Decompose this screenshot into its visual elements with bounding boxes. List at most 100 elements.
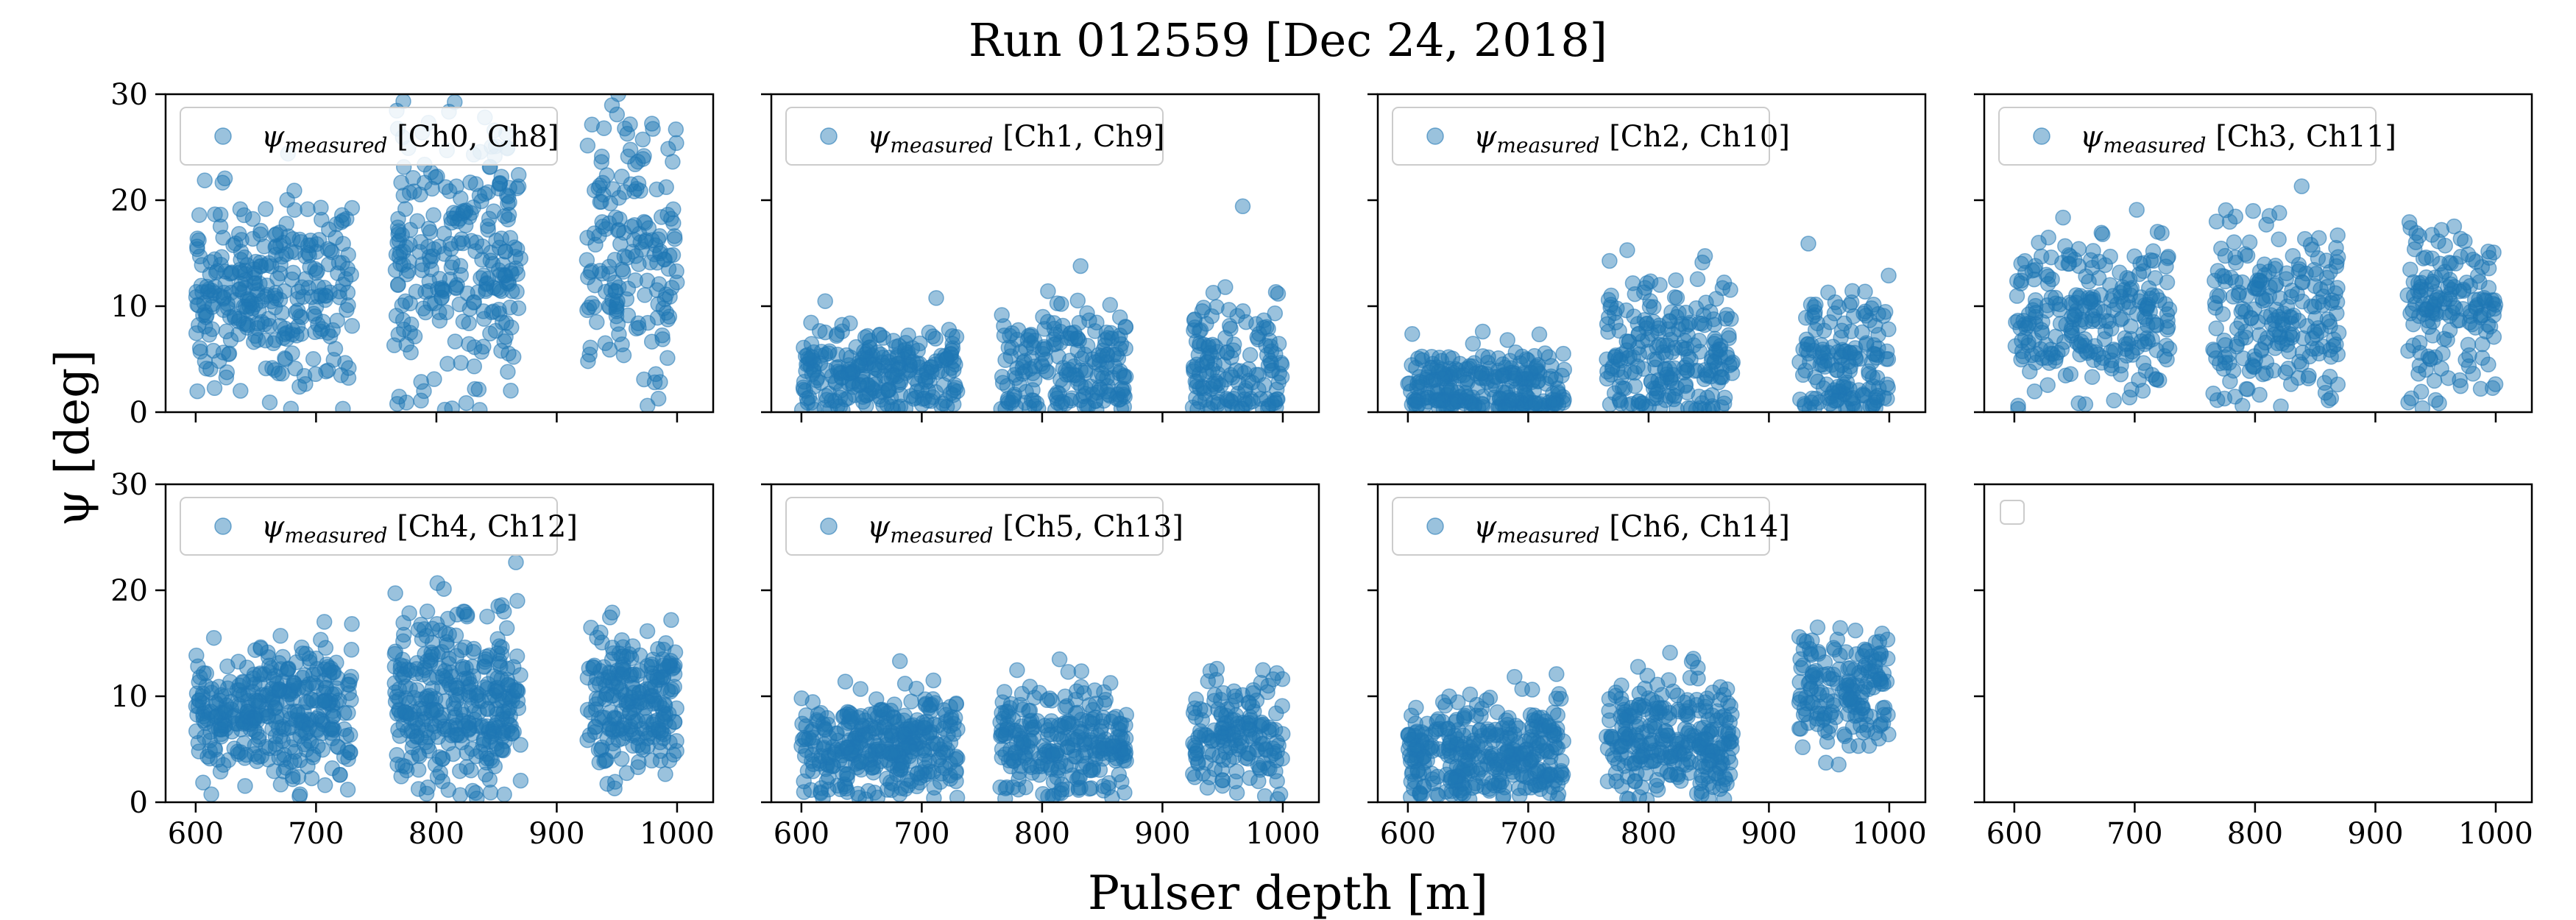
data-point xyxy=(2048,328,2064,345)
data-point xyxy=(649,255,665,271)
data-point xyxy=(2139,330,2155,347)
legend-marker xyxy=(214,127,232,145)
data-point xyxy=(413,374,429,390)
data-point xyxy=(289,707,306,723)
data-point xyxy=(2039,350,2056,367)
data-point xyxy=(2091,253,2107,270)
data-point xyxy=(1105,347,1122,363)
data-point xyxy=(1721,330,1737,347)
data-point xyxy=(256,316,273,333)
data-point xyxy=(2040,268,2056,285)
data-point xyxy=(925,672,941,689)
data-point xyxy=(191,248,208,265)
data-point xyxy=(1645,314,1662,330)
data-point xyxy=(286,183,302,199)
data-point xyxy=(611,189,627,206)
legend-box xyxy=(1998,107,2377,166)
data-point xyxy=(2422,351,2439,368)
data-point xyxy=(462,174,478,191)
data-point xyxy=(2238,288,2255,304)
data-point xyxy=(2402,261,2418,277)
data-point xyxy=(1409,393,1426,410)
data-point xyxy=(895,754,911,771)
data-point xyxy=(260,751,277,768)
data-point xyxy=(2273,398,2289,412)
data-point xyxy=(1550,786,1567,802)
data-point xyxy=(1537,718,1553,735)
data-point xyxy=(475,311,492,328)
data-point xyxy=(398,394,414,411)
data-point xyxy=(2102,277,2118,293)
data-point xyxy=(465,199,481,216)
data-point xyxy=(310,278,327,295)
data-point xyxy=(890,361,907,378)
data-point xyxy=(2215,306,2231,322)
data-point xyxy=(1035,308,1051,325)
data-point xyxy=(197,729,213,746)
data-point xyxy=(219,658,236,675)
data-point xyxy=(1797,310,1814,326)
legend-subscript: measured xyxy=(284,523,387,548)
data-point xyxy=(2307,310,2324,327)
data-point xyxy=(916,746,933,762)
data-point xyxy=(1054,394,1071,410)
data-point xyxy=(500,345,517,362)
data-point xyxy=(236,735,252,751)
data-point xyxy=(1489,704,1506,721)
data-point xyxy=(453,190,469,207)
data-point xyxy=(648,181,665,198)
data-point xyxy=(2149,224,2166,240)
data-point xyxy=(339,261,356,277)
data-point xyxy=(2329,227,2346,244)
data-point xyxy=(1864,369,1881,386)
data-point xyxy=(2112,264,2128,281)
data-point xyxy=(817,721,833,737)
data-point xyxy=(423,644,439,661)
data-point xyxy=(2279,265,2295,282)
data-point xyxy=(1036,339,1052,355)
data-point xyxy=(439,355,456,372)
data-point xyxy=(1185,358,1202,375)
data-point xyxy=(198,360,215,377)
data-point xyxy=(268,226,285,242)
data-point xyxy=(1603,287,1619,304)
data-point xyxy=(608,301,624,317)
data-point xyxy=(418,785,435,802)
data-point xyxy=(879,771,895,787)
data-point xyxy=(1511,788,1528,802)
data-point xyxy=(2421,319,2438,336)
y-tick-label: 10 xyxy=(110,680,148,714)
data-point xyxy=(287,360,303,377)
legend-channels: [Ch5, Ch13] xyxy=(993,510,1183,544)
data-point xyxy=(2433,222,2450,238)
data-point xyxy=(1053,296,1069,312)
data-point xyxy=(216,170,233,187)
data-point xyxy=(401,253,417,270)
data-point xyxy=(188,685,205,702)
data-point xyxy=(658,179,674,196)
data-point xyxy=(473,270,489,286)
x-tick-label: 1000 xyxy=(1245,817,1320,851)
data-point xyxy=(1473,365,1490,381)
data-point xyxy=(1800,336,1816,353)
data-point xyxy=(1664,344,1680,361)
data-point xyxy=(632,234,648,251)
data-point xyxy=(933,757,949,774)
data-point xyxy=(423,702,439,719)
data-point xyxy=(869,344,886,361)
data-point xyxy=(1698,294,1714,311)
data-point xyxy=(1209,344,1226,360)
data-point xyxy=(344,199,361,216)
data-point xyxy=(853,753,870,770)
data-point xyxy=(1027,333,1043,349)
data-point xyxy=(666,666,683,682)
data-point xyxy=(470,381,487,397)
data-point xyxy=(1217,279,1234,295)
data-point xyxy=(993,726,1010,743)
x-tick-label: 900 xyxy=(1134,817,1190,851)
data-point xyxy=(1880,351,1897,367)
data-point xyxy=(1880,321,1897,338)
data-point xyxy=(897,334,914,351)
data-point xyxy=(1414,374,1431,391)
data-point xyxy=(314,741,331,758)
